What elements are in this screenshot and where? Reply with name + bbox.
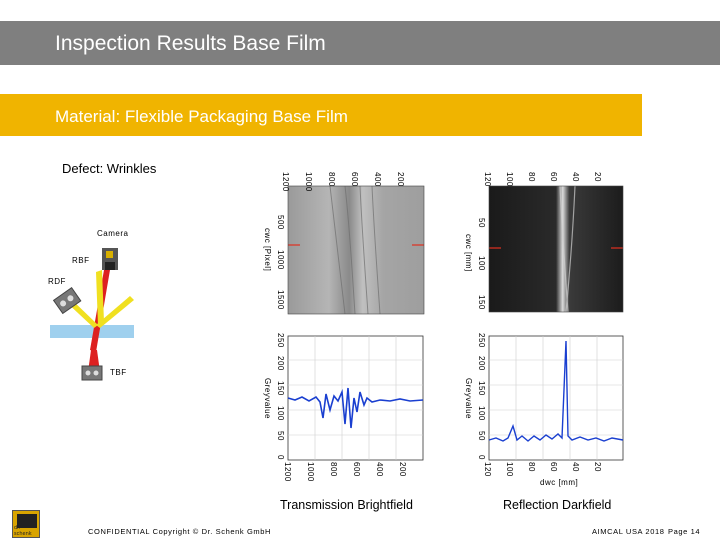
page-title: Inspection Results Base Film [55, 32, 326, 55]
tick-label: 100 [505, 462, 514, 477]
caption-darkfield: Reflection Darkfield [503, 498, 612, 512]
tick-label: 50 [477, 218, 486, 228]
tick-label: 100 [505, 172, 514, 187]
tick-label: 200 [396, 172, 405, 187]
axis-label: Greyvalue [464, 378, 473, 419]
brightfield-signal [287, 387, 424, 429]
tick-label: 60 [549, 172, 558, 182]
tick-label: 250 [276, 333, 285, 348]
beam-reflect [96, 296, 134, 328]
tick-label: 400 [375, 462, 384, 477]
tick-label: 120 [483, 172, 492, 187]
defect-label: Defect: Wrinkles [62, 161, 157, 176]
tick-label: 1000 [304, 172, 313, 192]
tick-label: 1200 [281, 172, 290, 192]
tbf-lamp-icon [81, 365, 103, 381]
tick-label: 40 [571, 172, 580, 182]
footer-event: AIMCAL USA 2018 [592, 527, 665, 536]
darkfield-image [489, 186, 623, 312]
tick-label: 120 [483, 462, 492, 477]
tick-label: 1000 [276, 250, 285, 270]
beam-rbf [96, 270, 104, 326]
tick-label: 100 [477, 406, 486, 421]
tick-label: 800 [327, 172, 336, 187]
tick-label: 200 [276, 356, 285, 371]
tbf-label: TBF [110, 368, 127, 377]
axis-label: dwc [mm] [540, 478, 579, 487]
material-label: Material: Flexible Packaging Base Film [55, 107, 348, 126]
film-sample [50, 325, 134, 338]
rbf-label: RBF [72, 256, 90, 265]
tick-label: 100 [477, 256, 486, 271]
rdf-lamp-icon [52, 287, 82, 315]
tick-label: 0 [477, 455, 486, 460]
tick-label: 600 [350, 172, 359, 187]
footer-confidential: CONFIDENTIAL Copyright © Dr. Schenk GmbH [88, 527, 272, 536]
tick-label: 600 [352, 462, 361, 477]
tick-label: 150 [477, 295, 486, 310]
tick-label: 0 [276, 455, 285, 460]
tick-label: 1200 [283, 462, 292, 482]
tick-label: 150 [276, 381, 285, 396]
darkfield-graph [488, 335, 624, 461]
tick-label: 400 [373, 172, 382, 187]
tick-label: 200 [398, 462, 407, 477]
brightfield-image [288, 186, 424, 314]
tick-label: 150 [477, 381, 486, 396]
brightfield-graph [287, 335, 424, 461]
tick-label: 200 [477, 356, 486, 371]
tick-label: 250 [477, 333, 486, 348]
axis-label: cwc [Pixel] [263, 228, 272, 272]
rdf-label: RDF [48, 277, 66, 286]
company-logo: dr. schenk [12, 510, 40, 538]
axis-label: cwc [mm] [464, 234, 473, 272]
axis-label: Greyvalue [263, 378, 272, 419]
tick-label: 20 [593, 462, 602, 472]
tick-label: 100 [276, 406, 285, 421]
tick-label: 50 [477, 431, 486, 441]
tick-label: 1500 [276, 290, 285, 310]
tick-label: 50 [276, 431, 285, 441]
tick-label: 80 [527, 462, 536, 472]
caption-brightfield: Transmission Brightfield [280, 498, 413, 512]
tick-label: 500 [276, 215, 285, 230]
camera-label: Camera [97, 229, 129, 238]
footer-page: Page 14 [668, 527, 701, 536]
title-bar [0, 21, 720, 65]
tick-label: 40 [571, 462, 580, 472]
tick-label: 20 [593, 172, 602, 182]
darkfield-signal [488, 340, 624, 442]
tick-label: 1000 [306, 462, 315, 482]
tick-label: 60 [549, 462, 558, 472]
material-bar [0, 94, 642, 136]
tick-label: 80 [527, 172, 536, 182]
tick-label: 800 [329, 462, 338, 477]
